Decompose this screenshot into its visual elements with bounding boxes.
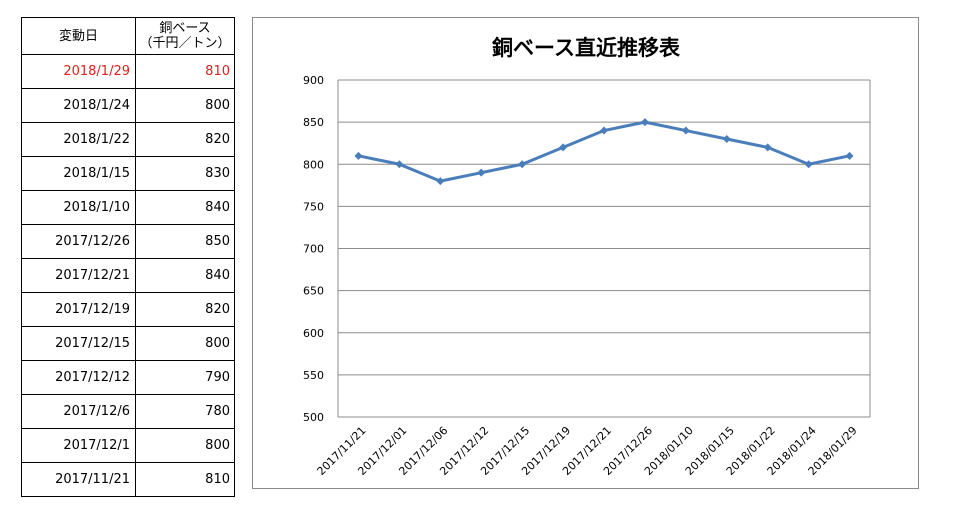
copper-price-cell: 840 [135,258,235,293]
change-date-cell: 2017/12/12 [21,360,136,395]
table-row: 2018/1/10 840 [21,190,235,225]
price-header-line2: （千円／トン） [139,36,231,51]
data-point-marker [395,160,404,169]
data-point-marker [640,118,649,127]
copper-price-cell: 800 [135,88,235,123]
y-tick-label: 850 [303,116,324,129]
data-point-marker [681,126,690,135]
data-point-marker [354,151,363,160]
data-point-marker [518,160,527,169]
change-date-cell: 2018/1/29 [21,54,136,89]
change-date-cell: 2017/12/1 [21,428,136,463]
date-column-header: 変動日 [21,17,136,55]
table-header-row: 変動日 銅ベース （千円／トン） [21,17,235,55]
change-date-cell: 2018/1/10 [21,190,136,225]
copper-price-cell: 800 [135,428,235,463]
table-row: 2017/12/21 840 [21,258,235,293]
table-row: 2017/12/19 820 [21,292,235,327]
y-tick-label: 750 [303,200,324,213]
y-tick-label: 900 [303,74,324,87]
table-row: 2017/11/21 810 [21,462,235,497]
data-point-marker [845,151,854,160]
table-row: 2017/12/12 790 [21,360,235,395]
table-row: 2018/1/22 820 [21,122,235,157]
copper-price-table: 変動日 銅ベース （千円／トン） 2018/1/29 810 2018/1/24 80… [21,17,235,497]
table-row: 2018/1/24 800 [21,88,235,123]
change-date-cell: 2018/1/22 [21,122,136,157]
table-row: 2017/12/6 780 [21,394,235,429]
y-tick-label: 800 [303,158,324,171]
y-tick-label: 550 [303,369,324,382]
y-tick-label: 500 [303,411,324,424]
y-tick-label: 650 [303,285,324,298]
change-date-cell: 2017/12/19 [21,292,136,327]
data-point-marker [763,143,772,152]
table-row: 2017/12/15 800 [21,326,235,361]
price-column-header: 銅ベース （千円／トン） [135,17,235,55]
copper-price-cell: 840 [135,190,235,225]
table-row: 2017/12/1 800 [21,428,235,463]
price-header-line1: 銅ベース [159,21,211,36]
chart-title: 銅ベース直近推移表 [492,36,681,60]
copper-price-cell: 810 [135,462,235,497]
y-tick-label: 700 [303,243,324,256]
copper-price-cell: 830 [135,156,235,191]
copper-price-cell: 820 [135,122,235,157]
change-date-cell: 2018/1/15 [21,156,136,191]
data-point-marker [436,177,445,186]
data-point-marker [804,160,813,169]
data-point-marker [477,168,486,177]
table-row: 2018/1/15 830 [21,156,235,191]
copper-price-cell: 850 [135,224,235,259]
line-chart: 銅ベース直近推移表5005506006507007508008509002017… [303,36,871,478]
change-date-cell: 2017/12/26 [21,224,136,259]
copper-price-cell: 810 [135,54,235,89]
change-date-cell: 2017/11/21 [21,462,136,497]
chart-area: 銅ベース直近推移表 500 550 600 650 700 750 800 850 900 2017… [252,17,919,489]
copper-price-cell: 820 [135,292,235,327]
change-date-cell: 2017/12/21 [21,258,136,293]
copper-price-cell: 790 [135,360,235,395]
change-date-cell: 2018/1/24 [21,88,136,123]
table-row: 2017/12/26 850 [21,224,235,259]
copper-price-cell: 780 [135,394,235,429]
y-tick-label: 600 [303,327,324,340]
change-date-cell: 2017/12/6 [21,394,136,429]
data-point-marker [722,134,731,143]
data-point-marker [600,126,608,135]
data-point-marker [559,143,568,152]
table-row: 2018/1/29 810 [21,54,235,89]
copper-price-cell: 800 [135,326,235,361]
change-date-cell: 2017/12/15 [21,326,136,361]
